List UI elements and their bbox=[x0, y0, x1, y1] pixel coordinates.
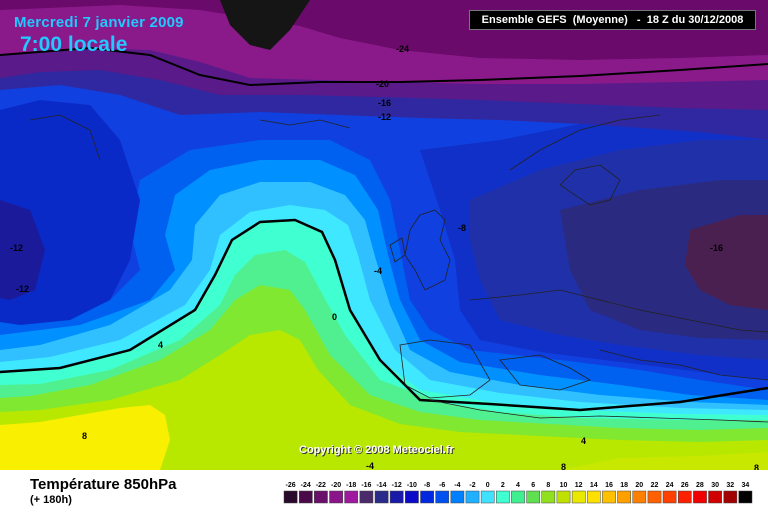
scale-swatch bbox=[662, 490, 677, 504]
contour-label: -12 bbox=[378, 112, 391, 122]
scale-label: 24 bbox=[666, 482, 674, 489]
band-plus8 bbox=[0, 405, 170, 470]
scale-swatch bbox=[738, 490, 753, 504]
variable-name: Température 850hPa bbox=[30, 476, 177, 493]
scale-label: -18 bbox=[346, 482, 356, 489]
scale-swatch bbox=[465, 490, 480, 504]
scale-swatch bbox=[693, 490, 707, 504]
scale-label: 4 bbox=[516, 482, 520, 489]
scale-swatch bbox=[359, 490, 374, 504]
contour-label: -4 bbox=[374, 266, 382, 276]
scale-label: 16 bbox=[605, 482, 613, 489]
scale-label: 6 bbox=[531, 482, 535, 489]
contour-label: -16 bbox=[710, 243, 723, 253]
contour-label: -4 bbox=[366, 461, 374, 470]
scale-label: 32 bbox=[726, 482, 734, 489]
contour-label: -16 bbox=[378, 98, 391, 108]
band-plus6 bbox=[0, 330, 768, 470]
scale-label: 10 bbox=[560, 482, 568, 489]
scale-swatch bbox=[586, 490, 601, 504]
scale-swatch bbox=[344, 490, 359, 504]
scale-label: -6 bbox=[439, 482, 445, 489]
scale-label: 26 bbox=[681, 482, 689, 489]
scale-swatch bbox=[496, 490, 510, 504]
contour-label: 4 bbox=[581, 436, 586, 446]
scale-label: -24 bbox=[301, 482, 311, 489]
scale-label: 34 bbox=[742, 482, 750, 489]
scale-label: 20 bbox=[635, 482, 643, 489]
contour-label: 8 bbox=[754, 463, 759, 470]
scale-swatch bbox=[374, 490, 389, 504]
copyright-notice: Copyright © 2008 Meteociel.fr bbox=[299, 444, 454, 456]
scale-swatch bbox=[602, 490, 616, 504]
scale-swatch bbox=[420, 490, 434, 504]
scale-label: 18 bbox=[620, 482, 628, 489]
scale-swatch bbox=[556, 490, 571, 504]
scale-label: -12 bbox=[392, 482, 402, 489]
north-dark bbox=[220, 0, 310, 50]
scale-label: -10 bbox=[407, 482, 417, 489]
scale-swatch bbox=[571, 490, 586, 504]
contour-label: -20 bbox=[376, 79, 389, 89]
scale-swatch bbox=[541, 490, 556, 504]
scale-label: -2 bbox=[469, 482, 475, 489]
scale-label: -14 bbox=[376, 482, 386, 489]
contour-label: 8 bbox=[82, 431, 87, 441]
scale-label: -22 bbox=[316, 482, 326, 489]
model-run-info: Ensemble GEFS (Moyenne) - 18 Z du 30/12/… bbox=[469, 10, 756, 30]
scale-label: 28 bbox=[696, 482, 704, 489]
lead-time: (+ 180h) bbox=[30, 494, 72, 506]
contour-label: 4 bbox=[158, 340, 163, 350]
scale-label: 14 bbox=[590, 482, 598, 489]
cold-core-west-inner bbox=[0, 200, 45, 300]
forecast-time: 7:00 locale bbox=[20, 33, 128, 56]
coastlines bbox=[29, 114, 768, 423]
scale-label: 12 bbox=[575, 482, 583, 489]
scale-label: 0 bbox=[486, 482, 490, 489]
scale-swatch bbox=[617, 490, 631, 504]
scale-label: -26 bbox=[286, 482, 296, 489]
temperature-map: -24 -20 -16 -12 -12 -12 -8 -4 0 4 8 -16 … bbox=[0, 0, 768, 470]
scale-swatch bbox=[511, 490, 525, 504]
scale-swatch bbox=[480, 490, 495, 504]
scale-swatch bbox=[647, 490, 662, 504]
scale-label: 22 bbox=[651, 482, 659, 489]
scale-label: 8 bbox=[546, 482, 550, 489]
isotherm-minus20 bbox=[0, 46, 768, 87]
scale-swatch bbox=[283, 490, 298, 504]
scale-swatch bbox=[405, 490, 419, 504]
contour-label: -24 bbox=[396, 44, 409, 54]
scale-swatch bbox=[450, 490, 465, 504]
contour-label: -12 bbox=[16, 284, 29, 294]
isotherm-zero bbox=[0, 218, 768, 412]
scale-swatch bbox=[389, 490, 404, 504]
scale-label: 2 bbox=[501, 482, 505, 489]
scale-label: -4 bbox=[454, 482, 460, 489]
scale-label: -8 bbox=[424, 482, 430, 489]
contour-label: -12 bbox=[10, 243, 23, 253]
scale-swatch bbox=[708, 490, 722, 504]
scale-swatch bbox=[677, 490, 692, 504]
scale-swatch bbox=[723, 490, 738, 504]
scale-swatch bbox=[329, 490, 343, 504]
scale-label: -20 bbox=[331, 482, 341, 489]
contour-label: 8 bbox=[561, 462, 566, 470]
scale-swatch bbox=[314, 490, 328, 504]
cold-east-3 bbox=[560, 180, 768, 340]
scale-swatch bbox=[298, 490, 313, 504]
scale-label: 30 bbox=[711, 482, 719, 489]
contour-labels: -24 -20 -16 -12 -12 -12 -8 -4 0 4 8 -16 … bbox=[10, 44, 759, 470]
scale-swatch bbox=[632, 490, 647, 504]
scale-swatch bbox=[526, 490, 541, 504]
cold-east-core bbox=[685, 215, 768, 310]
contour-label: -8 bbox=[458, 223, 466, 233]
contour-label: 0 bbox=[332, 312, 337, 322]
forecast-date: Mercredi 7 janvier 2009 bbox=[14, 14, 184, 31]
band-plus8-east bbox=[560, 452, 768, 470]
scale-label: -16 bbox=[361, 482, 371, 489]
scale-swatch bbox=[435, 490, 450, 504]
color-scale: -26 -24 -22 -20 -18 -16 -14 -12 -10 -8 -6 -4 -2 0 2 4 6 8… bbox=[283, 482, 753, 504]
